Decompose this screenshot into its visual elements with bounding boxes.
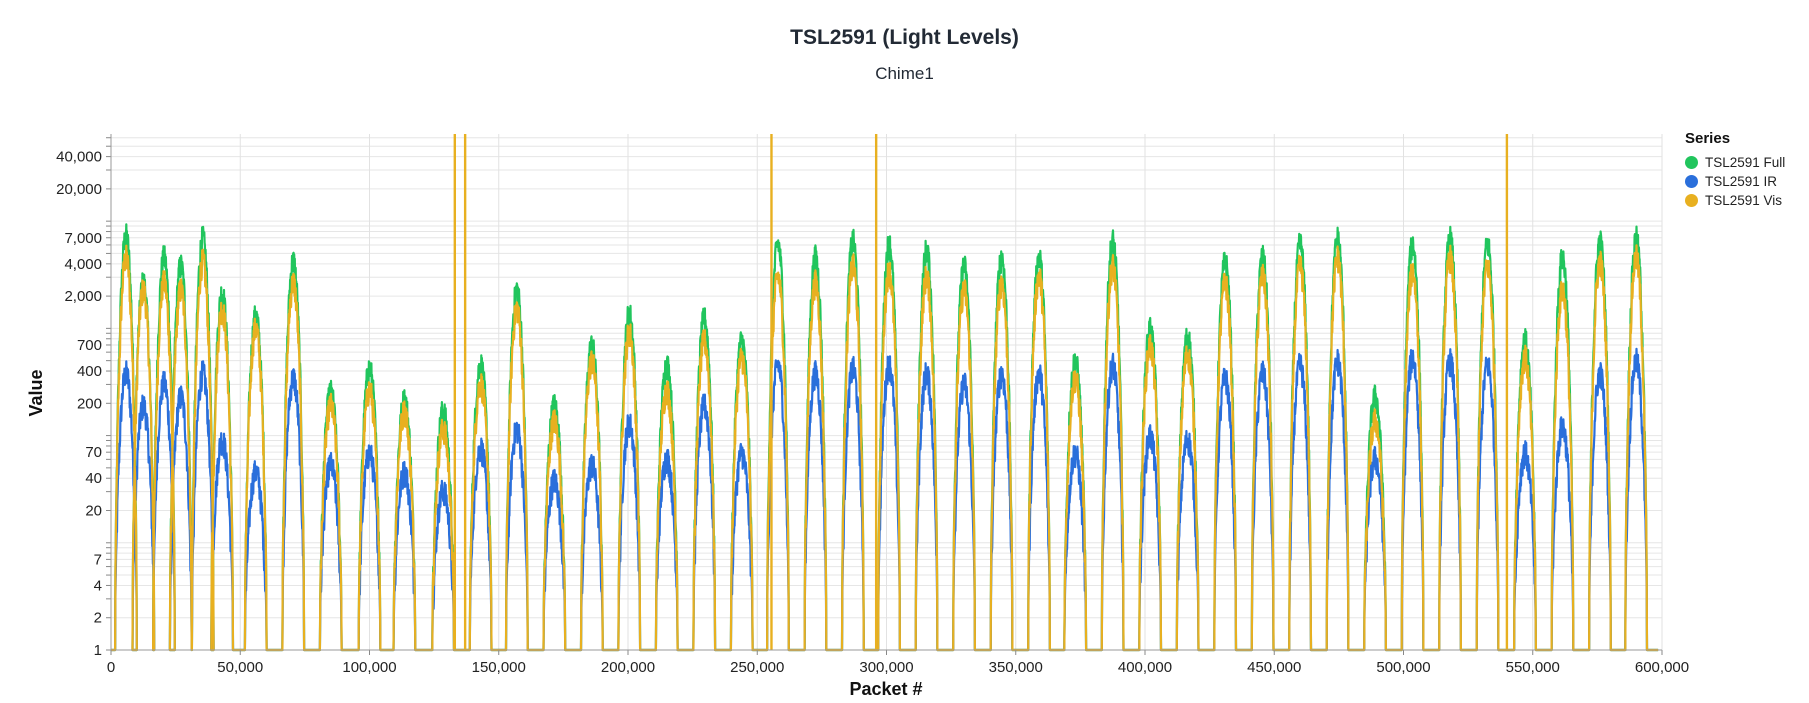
y-tick-label: 7,000 bbox=[64, 230, 102, 247]
chart-subtitle: Chime1 bbox=[875, 64, 934, 83]
legend-swatch-full bbox=[1685, 156, 1698, 169]
x-tick-label: 300,000 bbox=[859, 659, 913, 676]
legend-label-ir: TSL2591 IR bbox=[1705, 174, 1778, 189]
y-tick-label: 2,000 bbox=[64, 288, 102, 305]
y-tick-label: 7 bbox=[94, 551, 102, 568]
x-tick-label: 150,000 bbox=[472, 659, 526, 676]
y-axis-title: Value bbox=[26, 369, 46, 416]
x-tick-label: 100,000 bbox=[342, 659, 396, 676]
legend-item-vis[interactable]: TSL2591 Vis bbox=[1685, 191, 1785, 210]
x-tick-label: 350,000 bbox=[989, 659, 1043, 676]
x-tick-label: 550,000 bbox=[1506, 659, 1560, 676]
legend-swatch-vis bbox=[1685, 194, 1698, 207]
y-tick-label: 4 bbox=[94, 577, 102, 594]
y-tick-label: 20,000 bbox=[56, 181, 102, 198]
series-line-ir bbox=[111, 347, 1659, 652]
y-tick-label: 400 bbox=[77, 363, 102, 380]
legend-title: Series bbox=[1685, 130, 1731, 147]
x-tick-label: 250,000 bbox=[730, 659, 784, 676]
legend-item-ir[interactable]: TSL2591 IR bbox=[1685, 172, 1785, 191]
axes: 0 50,000 100,000 150,000 200,000 250,000 300,0… bbox=[56, 134, 1689, 676]
chart-title: TSL2591 (Light Levels) bbox=[790, 26, 1019, 49]
x-tick-label: 600,000 bbox=[1635, 659, 1689, 676]
series-line-full bbox=[111, 223, 1659, 652]
legend: Series TSL2591 Full TSL2591 IR TSL2591 V… bbox=[1685, 130, 1785, 210]
legend-label-vis: TSL2591 Vis bbox=[1705, 193, 1783, 208]
y-tick-label: 4,000 bbox=[64, 256, 102, 273]
y-tick-label: 700 bbox=[77, 337, 102, 354]
x-tick-label: 450,000 bbox=[1247, 659, 1301, 676]
legend-label-full: TSL2591 Full bbox=[1705, 155, 1786, 170]
legend-item-full[interactable]: TSL2591 Full bbox=[1685, 153, 1785, 172]
y-tick-label: 1 bbox=[94, 642, 102, 659]
x-tick-label: 400,000 bbox=[1118, 659, 1172, 676]
y-tick-label: 40 bbox=[85, 470, 102, 487]
series-layer bbox=[111, 134, 1659, 652]
y-tick-label: 40,000 bbox=[56, 149, 102, 166]
legend-swatch-ir bbox=[1685, 175, 1698, 188]
y-tick-label: 200 bbox=[77, 395, 102, 412]
x-tick-label: 500,000 bbox=[1376, 659, 1430, 676]
y-tick-label: 70 bbox=[85, 444, 102, 461]
series-line-vis bbox=[111, 244, 1659, 652]
x-tick-label: 200,000 bbox=[601, 659, 655, 676]
x-tick-label: 0 bbox=[107, 659, 115, 676]
y-tick-label: 20 bbox=[85, 503, 102, 520]
x-tick-label: 50,000 bbox=[217, 659, 263, 676]
y-tick-label: 2 bbox=[94, 610, 102, 627]
x-axis-title: Packet # bbox=[849, 679, 922, 699]
